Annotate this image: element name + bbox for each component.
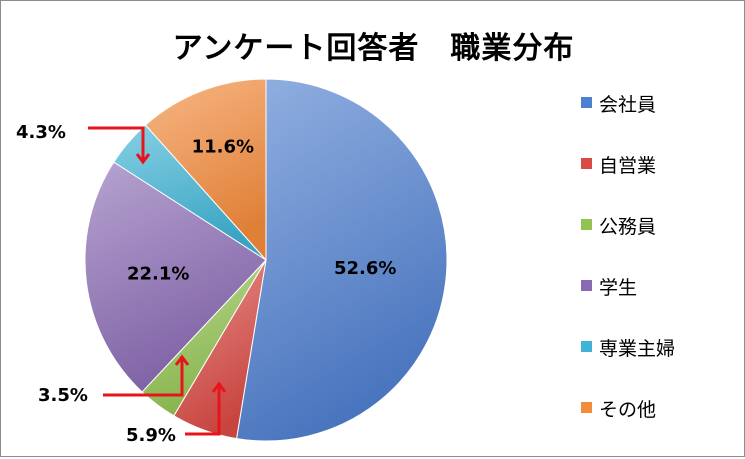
callout-line xyxy=(185,384,221,436)
legend-swatch xyxy=(581,280,592,291)
legend-item: 会社員 xyxy=(581,93,731,154)
legend-label: 学生 xyxy=(599,277,638,299)
pie-slice xyxy=(84,161,267,393)
data-label: 11.6% xyxy=(192,137,254,158)
legend-item: 公務員 xyxy=(581,215,731,276)
legend-swatch xyxy=(581,158,592,169)
legend-label: 自営業 xyxy=(599,155,657,177)
legend-label: 専業主婦 xyxy=(599,338,676,360)
legend-label: 会社員 xyxy=(599,94,657,116)
callout-line xyxy=(103,357,184,397)
legend-swatch xyxy=(581,97,592,108)
data-label: 52.6% xyxy=(334,258,396,279)
pie-slice xyxy=(235,78,448,442)
callout-line xyxy=(88,126,145,162)
legend-item: その他 xyxy=(581,398,731,459)
data-label: 3.5% xyxy=(38,385,88,406)
callout-arrowhead xyxy=(174,354,190,366)
callout-arrowhead xyxy=(135,153,151,165)
legend-swatch xyxy=(581,402,592,413)
legend-label: 公務員 xyxy=(599,216,657,238)
pie-slice xyxy=(144,78,267,262)
data-label: 5.9% xyxy=(126,425,176,446)
legend-swatch xyxy=(581,341,592,352)
callout-arrowhead xyxy=(211,381,227,393)
legend-item: 自営業 xyxy=(581,154,731,215)
chart-title: アンケート回答者 職業分布 xyxy=(172,31,575,66)
legend: 会社員 自営業 公務員 学生 専業主婦 その他 xyxy=(581,93,731,459)
legend-label: その他 xyxy=(599,399,657,421)
legend-item: 専業主婦 xyxy=(581,337,731,398)
data-label: 22.1% xyxy=(127,263,189,284)
data-label: 4.3% xyxy=(16,122,66,143)
legend-item: 学生 xyxy=(581,276,731,337)
legend-swatch xyxy=(581,219,592,230)
